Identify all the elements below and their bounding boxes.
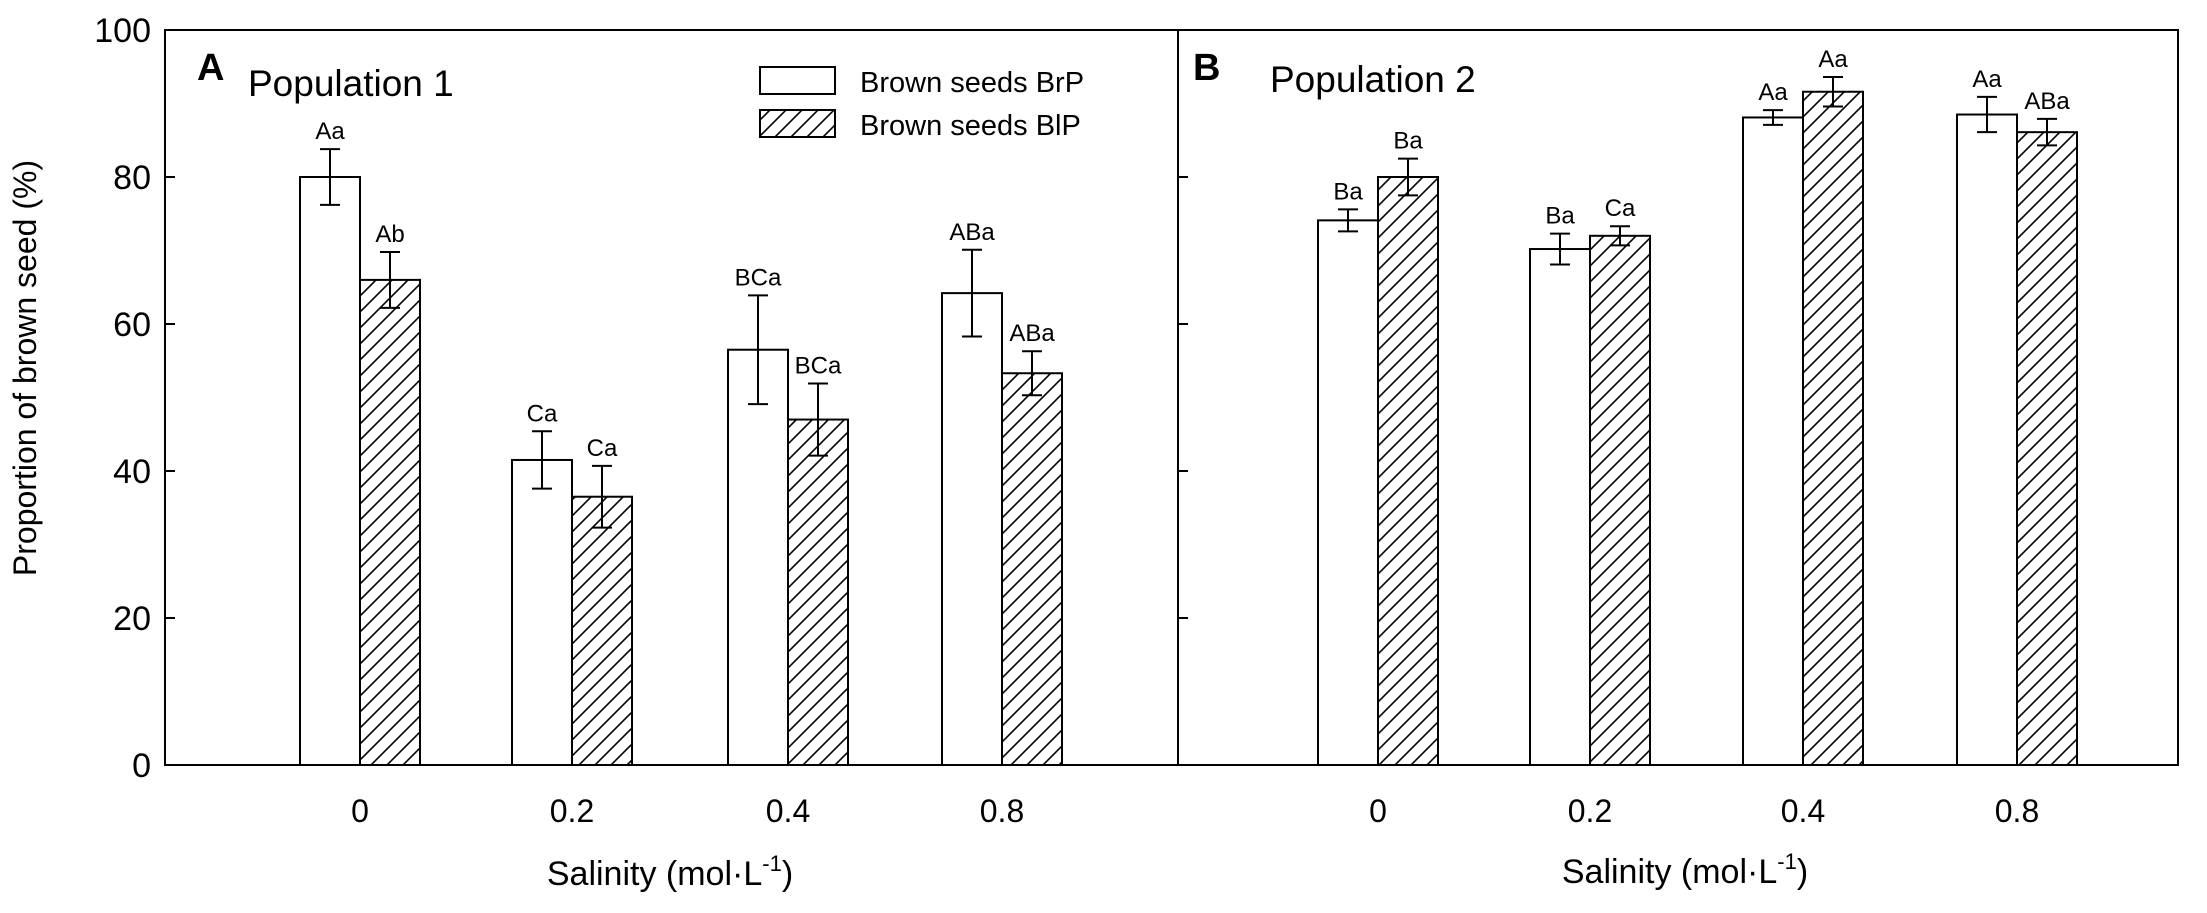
panel-b-bar-brp	[1956, 113, 2018, 766]
panel-a-letter: A	[197, 47, 224, 89]
y-tick-label: 20	[113, 600, 151, 638]
panel-b-significance-label: Aa	[1758, 79, 1788, 106]
panel-b-x-axis-title: Salinity (mol·L-1)	[1562, 849, 1808, 891]
legend: Brown seeds BrP Brown seeds BlP	[759, 66, 1084, 142]
panel-b-bar-blp	[1802, 90, 1864, 767]
panel-a-bar-brp	[727, 348, 789, 766]
panel-a-bar-blp	[571, 495, 633, 766]
panel-b-letter: B	[1193, 47, 1220, 89]
panel-a-significance-label: Ca	[587, 435, 618, 462]
panel-b-bar-brp	[1317, 219, 1379, 767]
panel-b-significance-label: Ba	[1545, 203, 1575, 230]
panel-b-significance-label: Aa	[1818, 46, 1848, 73]
panel-a-bar-blp	[359, 278, 421, 766]
legend-label-brp: Brown seeds BrP	[860, 67, 1084, 99]
panel-a-x-axis-title: Salinity (mol·L-1)	[547, 851, 793, 893]
panel-b-significance-label: Ca	[1605, 195, 1636, 222]
panel-b-significance-label: ABa	[2024, 88, 2070, 115]
legend-swatch-brp	[759, 66, 836, 95]
panel-a: 0 20 40 60 80 100 0 0.2 0.4 0.8 Aa Ca BCa ABa Ab Ca BCa A…	[94, 12, 1063, 829]
y-tick-label: 100	[94, 12, 151, 50]
y-tick-label: 80	[113, 159, 151, 197]
panel-a-bar-brp	[511, 458, 573, 766]
panel-b-x-tick-label: 0	[1369, 793, 1387, 829]
y-tick-label: 60	[113, 306, 151, 344]
panel-a-bar-brp	[941, 292, 1003, 766]
panel-a-bar-blp	[787, 418, 849, 766]
panel-b-x-tick-label: 0.8	[1995, 793, 2039, 829]
panel-b-bar-brp	[1529, 248, 1591, 766]
legend-label-blp: Brown seeds BlP	[860, 110, 1081, 142]
y-tick-label: 40	[113, 453, 151, 491]
panel-a-significance-label: ABa	[1009, 320, 1055, 347]
panel-a-significance-label: Ca	[527, 400, 558, 427]
panel-b-bar-blp	[2016, 131, 2078, 767]
panel-a-significance-label: Ab	[375, 221, 404, 248]
panel-b-significance-label: Aa	[1972, 66, 2002, 93]
panel-b-bar-blp	[1589, 234, 1651, 767]
panel-a-significance-label: BCa	[735, 264, 782, 291]
y-tick-label: 0	[132, 747, 151, 785]
panel-a-significance-label: Aa	[315, 118, 345, 145]
y-axis-title: Proportion of brown seed (%)	[7, 160, 43, 576]
panel-a-x-tick-label: 0.4	[766, 793, 810, 829]
panel-a-significance-label: BCa	[795, 353, 842, 380]
panel-b-title: Population 2	[1270, 59, 1476, 100]
panel-b-significance-label: Ba	[1333, 178, 1363, 205]
panel-b-x-tick-label: 0.2	[1568, 793, 1612, 829]
panel-b-x-tick-label: 0.4	[1781, 793, 1825, 829]
panel-a-significance-label: ABa	[949, 219, 995, 246]
panel-b-significance-label: Ba	[1393, 128, 1423, 155]
plot-frame	[164, 29, 2179, 766]
panel-a-x-tick-label: 0.8	[980, 793, 1024, 829]
panel-a-x-tick-label: 0.2	[550, 793, 594, 829]
panel-a-bar-blp	[1001, 372, 1063, 766]
panel-a-title: Population 1	[248, 63, 454, 104]
legend-swatch-blp	[759, 109, 836, 138]
panel-b-bar-brp	[1742, 116, 1804, 766]
panel-a-x-tick-label: 0	[351, 793, 369, 829]
panel-b: 0 0.2 0.4 0.8 Ba Ba Aa Aa Ba Ca Aa ABa	[1178, 29, 2078, 829]
panel-a-bar-brp	[299, 176, 361, 766]
panel-b-bar-blp	[1377, 176, 1439, 766]
